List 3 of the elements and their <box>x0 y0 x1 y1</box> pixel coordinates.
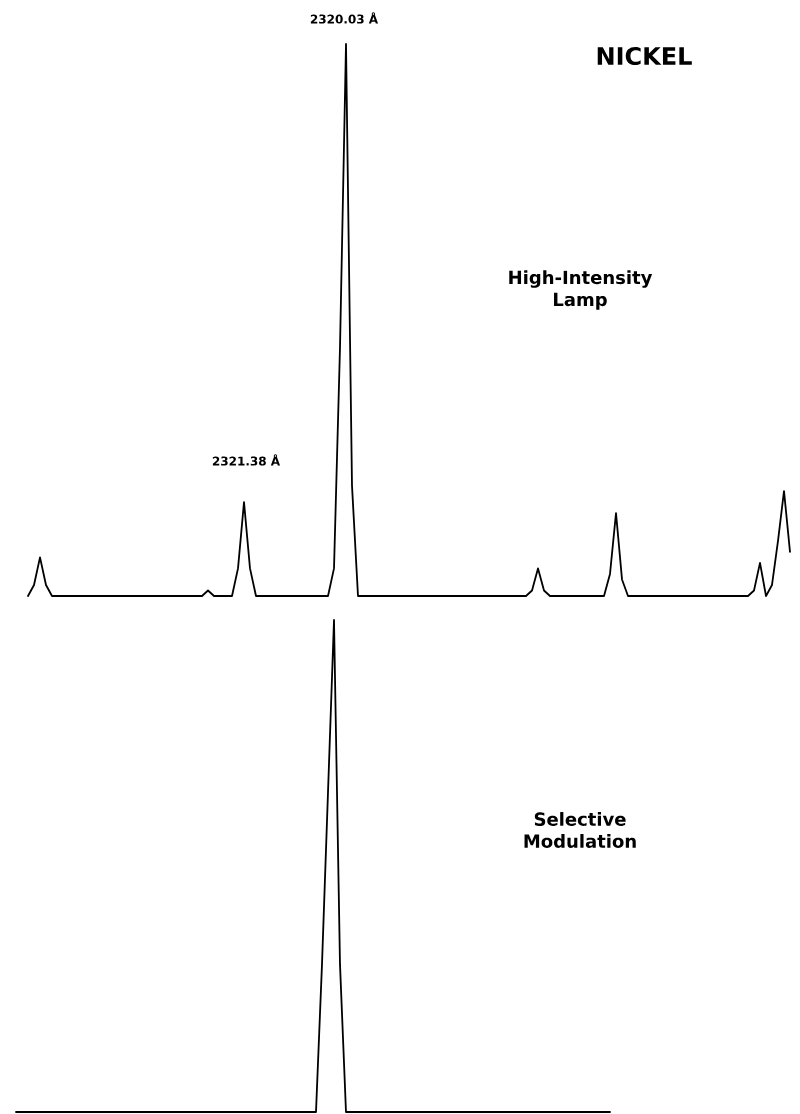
text: High-Intensity Lamp <box>509 270 653 310</box>
text: Selective Modulation <box>524 812 636 848</box>
chart-title: NICKEL <box>597 46 692 66</box>
